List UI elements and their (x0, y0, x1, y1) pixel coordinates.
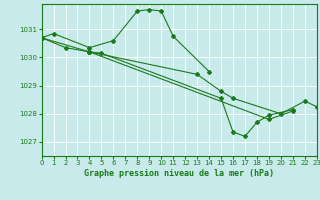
X-axis label: Graphe pression niveau de la mer (hPa): Graphe pression niveau de la mer (hPa) (84, 169, 274, 178)
